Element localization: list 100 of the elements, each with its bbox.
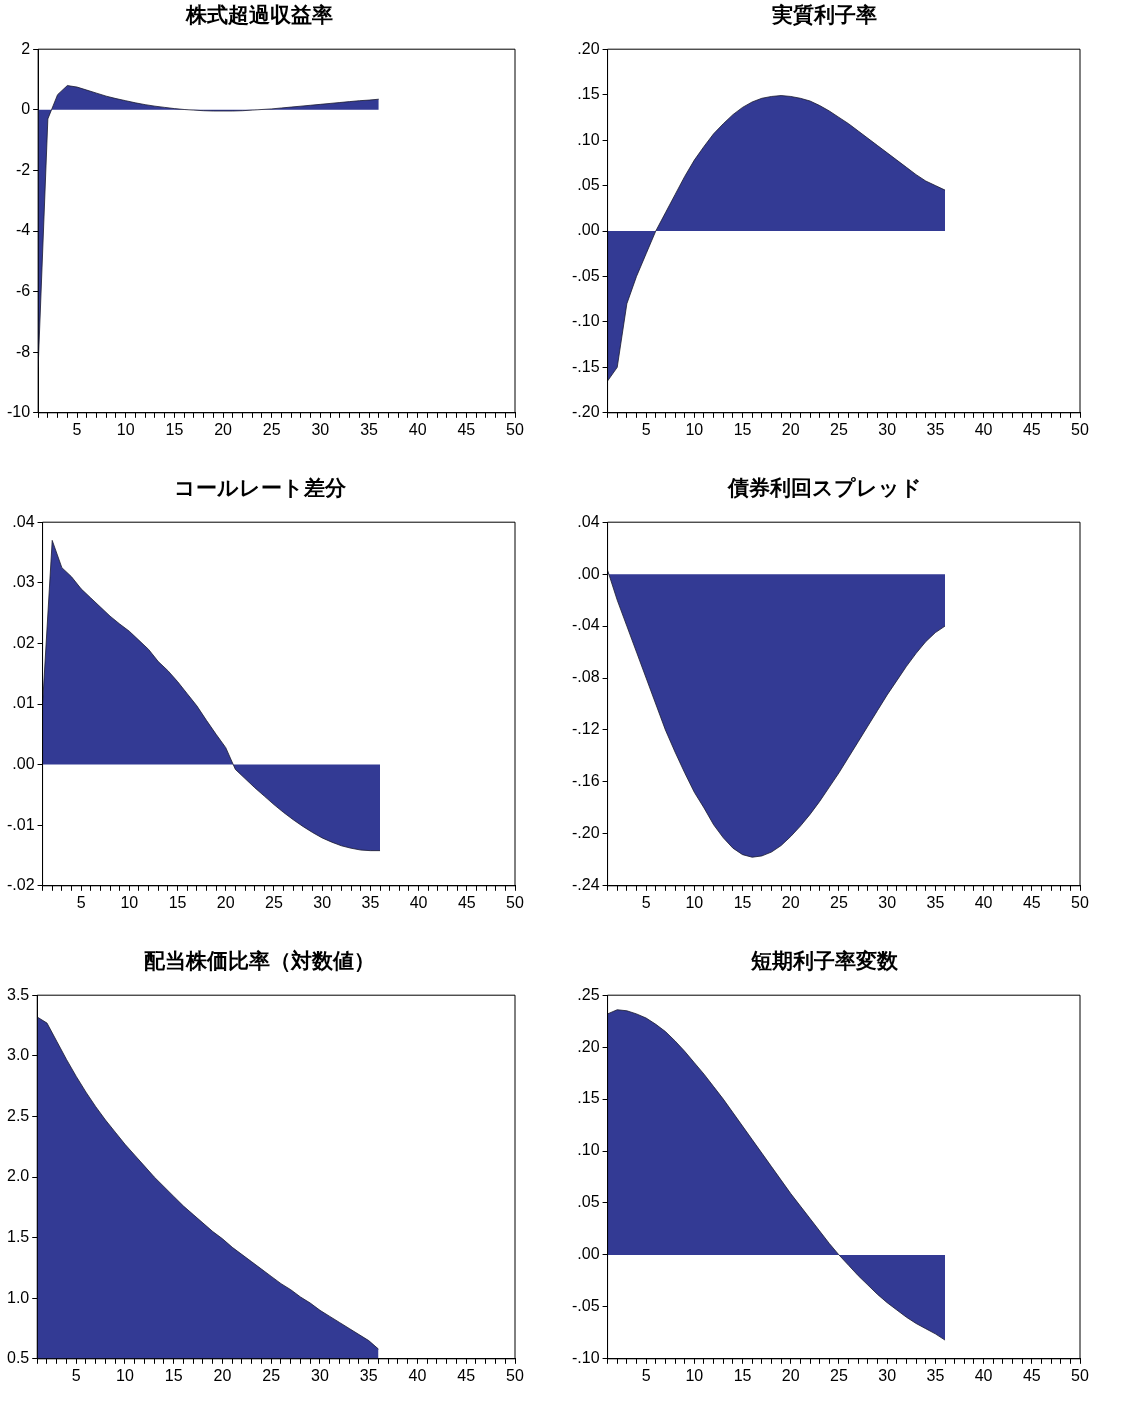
x-tick-label: 40 [974, 893, 993, 911]
y-tick-label: .00 [577, 221, 600, 239]
x-tick-label: 20 [781, 420, 800, 438]
x-tick-label: 40 [409, 893, 428, 911]
y-tick-label: -4 [15, 221, 31, 239]
y-tick-label: -.12 [571, 720, 600, 738]
y-tick-label: 2 [21, 39, 31, 57]
x-tick-label: 35 [361, 893, 380, 911]
y-tick-label: -10 [7, 403, 31, 421]
x-tick-label: 35 [359, 1366, 378, 1384]
y-tick-label: 2.5 [6, 1106, 30, 1124]
x-tick-label: 30 [311, 1366, 329, 1384]
x-tick-label: 5 [641, 1366, 651, 1384]
x-tick-label: 10 [120, 893, 139, 911]
y-tick-label: .05 [577, 175, 600, 193]
x-tick-label: 30 [878, 1366, 897, 1384]
x-tick-label: 35 [360, 420, 379, 438]
y-tick-label: .04 [12, 512, 35, 530]
y-tick-label: -.10 [571, 1349, 600, 1367]
y-tick-label: -8 [15, 342, 31, 360]
x-tick-label: 10 [685, 893, 704, 911]
y-tick-label: -.16 [571, 772, 600, 790]
y-tick-label: .00 [12, 755, 35, 773]
chart-title: 債券利回スプレッド [726, 476, 922, 501]
x-tick-label: 25 [830, 420, 848, 438]
x-tick-label: 40 [974, 1366, 993, 1384]
x-tick-label: 5 [71, 1366, 81, 1384]
y-tick-label: -2 [15, 160, 31, 178]
y-tick-label: .02 [12, 633, 35, 651]
x-tick-label: 15 [168, 893, 187, 911]
x-tick-label: 5 [76, 893, 86, 911]
x-tick-label: 15 [165, 420, 184, 438]
y-tick-label: .04 [577, 512, 600, 530]
x-tick-label: 30 [311, 420, 330, 438]
x-tick-label: 40 [408, 1366, 427, 1384]
x-tick-label: 10 [685, 1366, 704, 1384]
x-tick-label: 45 [1022, 420, 1041, 438]
x-tick-label: 20 [781, 1366, 800, 1384]
x-tick-label: 45 [457, 420, 476, 438]
x-tick-label: 15 [733, 1366, 752, 1384]
x-tick-label: 10 [685, 420, 704, 438]
y-tick-label: -.20 [571, 403, 600, 421]
y-tick-label: -.10 [571, 312, 600, 330]
x-tick-label: 35 [926, 1366, 945, 1384]
x-tick-label: 50 [1071, 1366, 1089, 1384]
chart-title: 配当株価比率（対数値） [144, 949, 375, 974]
x-tick-label: 40 [408, 420, 427, 438]
x-tick-label: 25 [265, 893, 283, 911]
x-tick-label: 15 [733, 420, 752, 438]
y-tick-label: .15 [577, 85, 600, 103]
x-tick-label: 15 [164, 1366, 183, 1384]
chart-title: 実質利子率 [771, 3, 877, 28]
x-tick-label: 20 [781, 893, 800, 911]
y-tick-label: 0 [21, 100, 31, 118]
y-tick-label: .10 [577, 1141, 600, 1159]
y-tick-label: -6 [15, 282, 31, 300]
y-tick-label: -.24 [571, 876, 600, 894]
x-tick-label: 50 [506, 1366, 524, 1384]
x-tick-label: 10 [116, 1366, 134, 1384]
y-tick-label: -.05 [571, 266, 600, 284]
x-tick-label: 35 [926, 893, 945, 911]
y-tick-label: -.02 [6, 876, 35, 894]
x-tick-label: 25 [830, 1366, 848, 1384]
y-tick-label: .00 [577, 1245, 600, 1263]
x-tick-label: 40 [974, 420, 993, 438]
y-tick-label: -.15 [571, 357, 600, 375]
x-tick-label: 45 [457, 893, 476, 911]
x-tick-label: 45 [457, 1366, 476, 1384]
y-tick-label: .00 [577, 564, 600, 582]
x-tick-label: 15 [733, 893, 752, 911]
x-tick-label: 35 [926, 420, 945, 438]
x-tick-label: 20 [214, 420, 233, 438]
x-tick-label: 50 [506, 893, 524, 911]
chart-title: コールレート差分 [173, 476, 347, 501]
x-tick-label: 50 [1071, 420, 1089, 438]
y-tick-label: .05 [577, 1193, 600, 1211]
x-tick-label: 45 [1022, 893, 1041, 911]
y-tick-label: -.04 [571, 616, 600, 634]
chart-title: 株式超過収益率 [185, 3, 333, 28]
y-tick-label: .15 [577, 1089, 600, 1107]
x-tick-label: 25 [262, 1366, 281, 1384]
y-tick-label: -.01 [6, 815, 35, 833]
y-tick-label: .25 [577, 985, 600, 1003]
x-tick-label: 30 [878, 893, 897, 911]
y-tick-label: .10 [577, 130, 600, 148]
x-tick-label: 50 [1071, 893, 1089, 911]
y-tick-label: 3.0 [6, 1046, 30, 1064]
y-tick-label: .03 [12, 573, 35, 591]
y-tick-label: -.20 [571, 824, 600, 842]
y-tick-label: 1.5 [6, 1228, 30, 1246]
x-tick-label: 20 [213, 1366, 232, 1384]
x-tick-label: 45 [1022, 1366, 1041, 1384]
y-tick-label: .01 [12, 694, 35, 712]
x-tick-label: 30 [878, 420, 897, 438]
y-tick-label: -.05 [571, 1297, 600, 1315]
x-tick-label: 25 [262, 420, 281, 438]
x-tick-label: 20 [216, 893, 235, 911]
y-tick-label: -.08 [571, 668, 600, 686]
y-tick-label: 2.0 [6, 1167, 30, 1185]
y-tick-label: 3.5 [6, 985, 30, 1003]
